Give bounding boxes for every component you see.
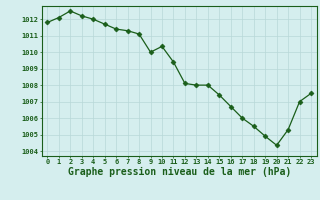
X-axis label: Graphe pression niveau de la mer (hPa): Graphe pression niveau de la mer (hPa) (68, 167, 291, 177)
